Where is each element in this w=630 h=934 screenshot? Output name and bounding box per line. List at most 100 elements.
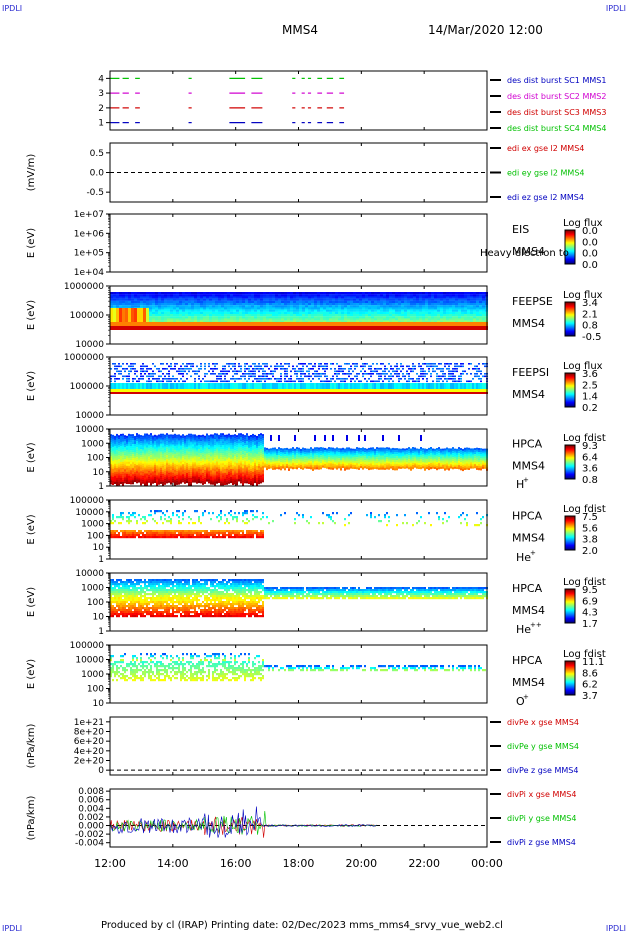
heatmap-cell bbox=[464, 316, 467, 319]
heatmap-cell bbox=[296, 378, 298, 380]
heatmap-cell bbox=[462, 373, 464, 375]
heatmap-cell bbox=[389, 307, 392, 310]
heatmap-cell bbox=[152, 479, 154, 482]
heatmap-cell bbox=[130, 470, 132, 473]
heatmap-cell bbox=[416, 303, 419, 306]
heatmap-cell bbox=[204, 363, 206, 365]
heatmap-cell bbox=[276, 365, 278, 368]
heatmap-cell bbox=[395, 305, 398, 308]
heatmap-cell bbox=[428, 298, 431, 301]
heatmap-cell bbox=[332, 294, 335, 297]
heatmap-cell bbox=[266, 365, 268, 368]
heatmap-cell bbox=[184, 471, 186, 474]
heatmap-cell bbox=[178, 468, 180, 471]
heatmap-cell bbox=[386, 373, 388, 375]
heatmap-cell bbox=[320, 305, 323, 308]
heatmap-cell bbox=[152, 303, 155, 306]
heatmap-cell bbox=[180, 475, 182, 478]
heatmap-cell bbox=[227, 307, 230, 310]
heatmap-cell bbox=[258, 392, 260, 394]
heatmap-cell bbox=[158, 480, 160, 483]
heatmap-cell bbox=[380, 298, 383, 301]
heatmap-cell bbox=[167, 305, 170, 308]
heatmap-cell bbox=[116, 457, 118, 461]
heatmap-cell bbox=[281, 292, 284, 295]
heatmap-cell bbox=[122, 294, 125, 297]
heatmap-cell bbox=[302, 314, 305, 317]
heatmap-cell bbox=[182, 448, 184, 451]
heatmap-cell bbox=[184, 365, 186, 368]
heatmap-cell bbox=[160, 473, 162, 476]
heatmap-cell bbox=[114, 441, 116, 444]
heatmap-cell bbox=[142, 453, 144, 456]
heatmap-cell bbox=[206, 305, 209, 308]
heatmap-cell bbox=[270, 365, 272, 368]
heatmap-cell bbox=[407, 316, 410, 319]
heatmap-cell bbox=[416, 314, 419, 317]
heatmap-cell bbox=[162, 392, 164, 394]
heatmap-cell bbox=[395, 300, 398, 304]
heatmap-cell bbox=[196, 473, 198, 476]
colorbar-swatch bbox=[565, 316, 575, 318]
heatmap-cell bbox=[482, 292, 485, 295]
heatmap-cell bbox=[113, 305, 116, 308]
heatmap-cell bbox=[482, 311, 485, 315]
colorbar-title: Log flux bbox=[563, 218, 603, 229]
heatmap-cell bbox=[245, 320, 248, 323]
heatmap-cell bbox=[346, 392, 348, 394]
heatmap-cell bbox=[260, 378, 262, 380]
heatmap-cell bbox=[120, 441, 122, 445]
heatmap-cell bbox=[226, 380, 228, 383]
heatmap-cell bbox=[128, 373, 130, 375]
heatmap-cell bbox=[194, 458, 196, 461]
heatmap-cell bbox=[386, 316, 389, 319]
heatmap-cell bbox=[119, 303, 122, 306]
heatmap-cell bbox=[138, 438, 140, 441]
heatmap-cell bbox=[176, 452, 178, 455]
heatmap-cell bbox=[119, 305, 122, 308]
heatmap-cell bbox=[408, 383, 410, 389]
heatmap-cell bbox=[470, 383, 472, 389]
heatmap-cell bbox=[230, 320, 233, 323]
heatmap-cell bbox=[458, 305, 461, 308]
heatmap-cell bbox=[458, 296, 461, 299]
heatmap-cell bbox=[158, 450, 160, 453]
heatmap-cell bbox=[154, 466, 156, 469]
heatmap-cell bbox=[170, 452, 172, 455]
heatmap-cell bbox=[473, 326, 476, 330]
heatmap-cell bbox=[452, 300, 455, 304]
heatmap-cell bbox=[292, 392, 294, 394]
heatmap-cell bbox=[186, 456, 188, 460]
heatmap-cell bbox=[460, 378, 462, 380]
colorbar-swatch bbox=[565, 325, 575, 327]
heatmap-cell bbox=[348, 375, 350, 378]
heatmap-cell bbox=[158, 456, 160, 459]
heatmap-cell bbox=[284, 380, 286, 383]
heatmap-cell bbox=[162, 443, 164, 446]
heatmap-cell bbox=[122, 447, 124, 450]
heatmap-cell bbox=[110, 462, 112, 465]
heatmap-cell bbox=[154, 389, 156, 392]
heatmap-cell bbox=[401, 326, 404, 330]
heatmap-cell bbox=[398, 378, 400, 380]
heatmap-cell bbox=[244, 363, 246, 365]
heatmap-cell bbox=[347, 298, 350, 301]
heatmap-cell bbox=[370, 368, 372, 370]
heatmap-cell bbox=[200, 383, 202, 389]
heatmap-cell bbox=[126, 469, 128, 472]
heatmap-cell bbox=[362, 322, 365, 326]
heatmap-cell bbox=[306, 392, 308, 394]
heatmap-cell bbox=[408, 378, 410, 380]
heatmap-cell bbox=[263, 300, 266, 304]
heatmap-cell bbox=[144, 463, 146, 466]
heatmap-cell bbox=[431, 300, 434, 304]
heatmap-cell bbox=[410, 298, 413, 301]
heatmap-cell bbox=[236, 300, 239, 304]
heatmap-cell bbox=[191, 296, 194, 299]
heatmap-cell bbox=[114, 373, 116, 375]
heatmap-cell bbox=[299, 309, 302, 312]
heatmap-cell bbox=[434, 392, 436, 394]
heatmap-cell bbox=[196, 441, 198, 444]
heatmap-cell bbox=[184, 467, 186, 470]
heatmap-cell bbox=[128, 296, 131, 299]
